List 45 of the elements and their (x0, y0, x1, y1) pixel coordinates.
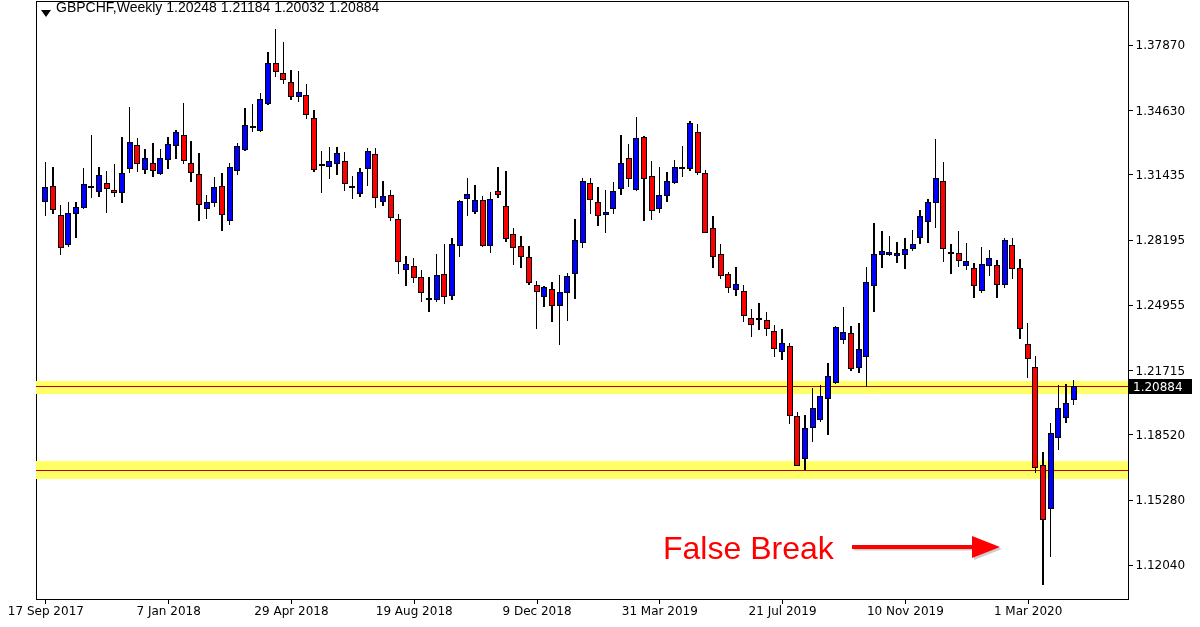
candlestick (103, 171, 110, 214)
candlestick (917, 210, 924, 245)
x-tick-label: 10 Nov 2019 (866, 603, 944, 618)
x-tick-label: 7 Jan 2018 (136, 603, 201, 618)
candlestick (495, 167, 502, 199)
candlestick (472, 184, 479, 214)
y-tick-label: 1.12040 (1135, 558, 1186, 573)
x-tick-label: 17 Sep 2017 (7, 603, 84, 618)
candlestick (280, 42, 287, 84)
y-tick-label: 1.24955 (1135, 298, 1186, 313)
chart-title: GBPCHF,Weekly 1.20248 1.21184 1.20032 1.20884 (56, 0, 380, 15)
candlestick (1070, 380, 1077, 405)
candlestick (357, 168, 364, 198)
y-tick-label: 1.18520 (1135, 428, 1186, 442)
candlestick (1062, 384, 1069, 424)
x-tick-label: 9 Dec 2018 (502, 603, 572, 618)
x-tick-label: 31 Mar 2019 (621, 603, 698, 618)
candlestick (387, 190, 394, 222)
y-tick-label: 1.15280 (1135, 493, 1186, 508)
candlestick (733, 267, 740, 296)
x-tick-label: 1 Mar 2020 (993, 603, 1063, 618)
candlestick (963, 242, 970, 271)
candlestick (909, 230, 916, 251)
candlestick (188, 141, 195, 183)
candlestick (610, 181, 617, 214)
candlestick (349, 176, 356, 200)
annotation: False Break (663, 530, 835, 566)
x-tick-label: 19 Aug 2018 (375, 603, 453, 618)
candlestick (763, 312, 770, 337)
candlestick (901, 238, 908, 269)
y-tick-label: 1.28195 (1135, 233, 1186, 248)
x-tick-label: 21 Jul 2019 (748, 603, 817, 618)
candlestick (333, 147, 340, 176)
candlestick (426, 277, 433, 313)
x-tick-label: 29 Apr 2018 (254, 603, 329, 618)
candlestick (1024, 323, 1031, 379)
y-tick-label: 1.34630 (1135, 103, 1186, 118)
ref-line-label: 1.20884 (1133, 379, 1183, 394)
candlestick (341, 152, 348, 192)
y-tick-label: 1.37870 (1135, 38, 1186, 53)
y-tick-label: 1.21715 (1135, 363, 1186, 378)
candlestick (403, 256, 410, 286)
candlestick (740, 284, 747, 323)
candlestick (464, 178, 471, 217)
y-tick-label: 1.31435 (1135, 167, 1186, 182)
